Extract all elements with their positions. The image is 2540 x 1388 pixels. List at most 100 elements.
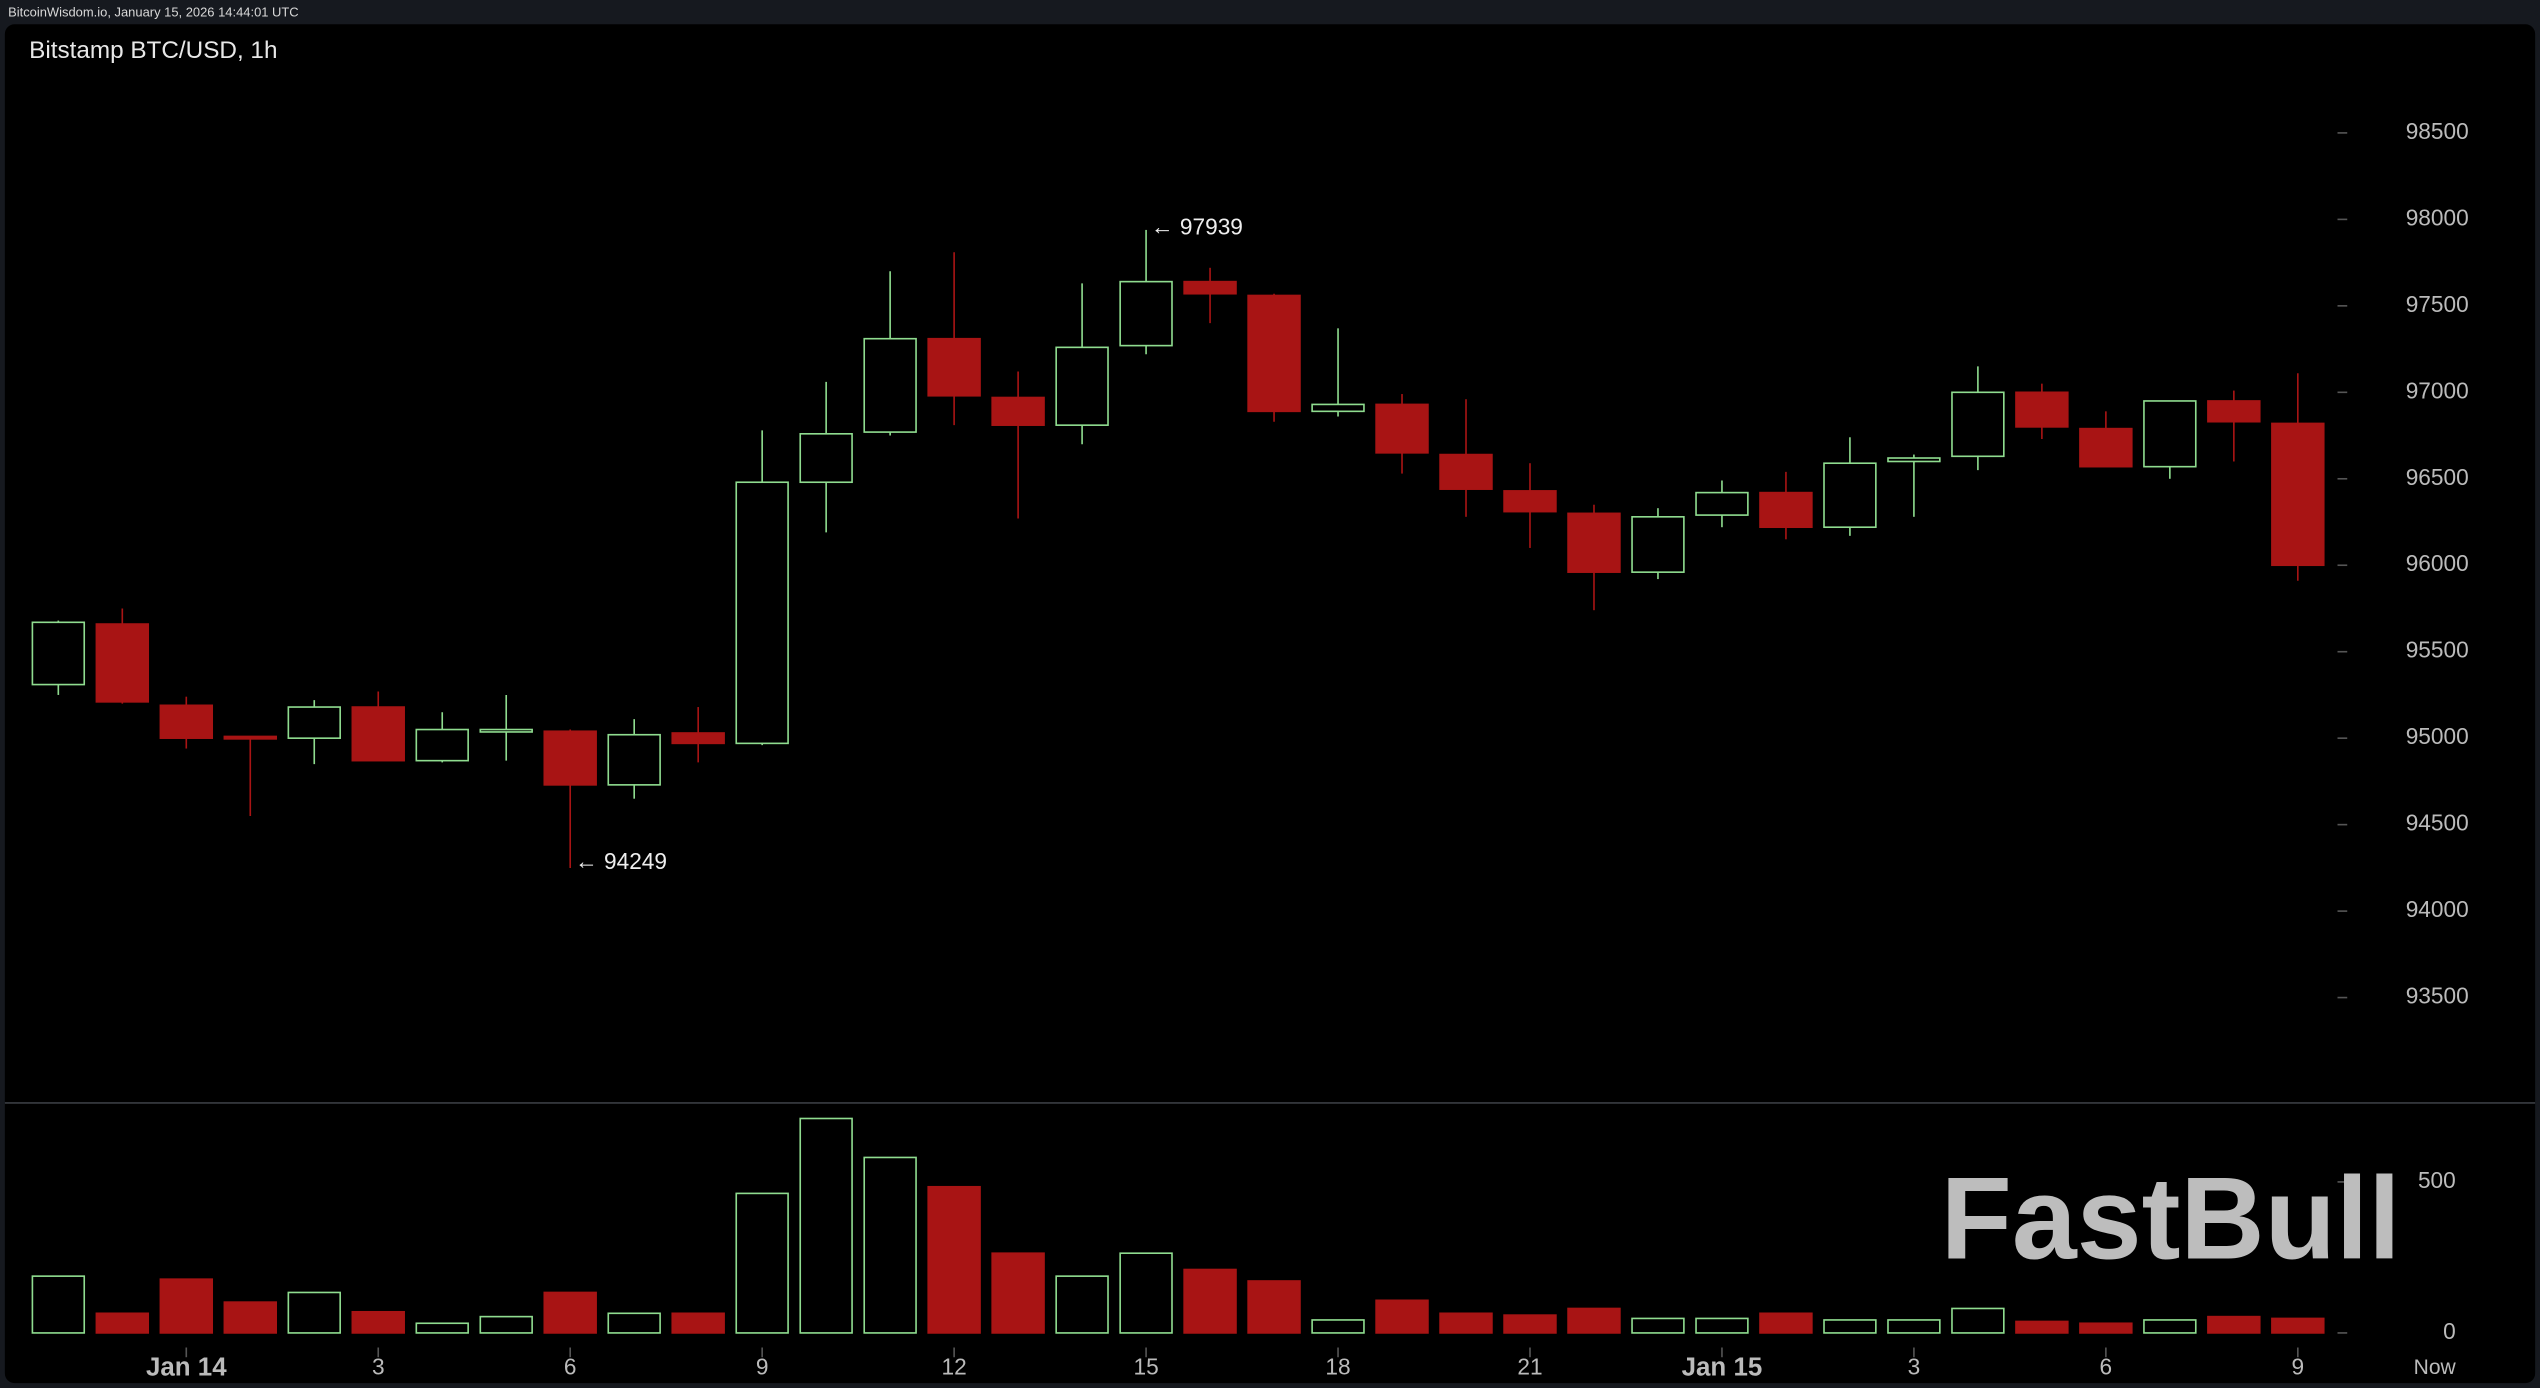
volume-bar bbox=[1183, 1268, 1237, 1334]
candle-body bbox=[799, 433, 853, 484]
watermark: FastBull bbox=[1941, 1152, 2401, 1283]
y-tick-label: 96000 bbox=[2406, 550, 2469, 576]
candle-body bbox=[927, 337, 981, 397]
volume-bar bbox=[1695, 1317, 1749, 1334]
volume-bar bbox=[1247, 1280, 1301, 1334]
chart-area bbox=[4, 24, 2536, 1384]
y-tick-label: 98000 bbox=[2406, 204, 2469, 230]
candle-body bbox=[1247, 294, 1301, 413]
volume-bar bbox=[159, 1278, 214, 1334]
x-tick-label: Jan 15 bbox=[1682, 1353, 1763, 1381]
candle-body bbox=[1759, 491, 1813, 529]
volume-bar bbox=[1055, 1275, 1109, 1334]
now-label: Now bbox=[2414, 1356, 2457, 1379]
volume-bar bbox=[1887, 1319, 1941, 1334]
candle-body bbox=[543, 730, 597, 786]
candle-body bbox=[1311, 403, 1365, 413]
candle-body bbox=[1503, 490, 1557, 513]
volume-bar bbox=[863, 1156, 917, 1334]
volume-bar bbox=[1567, 1307, 1621, 1334]
x-tick-label: 3 bbox=[372, 1354, 385, 1380]
candle-body bbox=[1119, 280, 1173, 347]
volume-bar bbox=[927, 1185, 981, 1334]
volume-bar bbox=[95, 1312, 150, 1334]
y-tick-label: 94500 bbox=[2406, 810, 2469, 836]
volume-bar bbox=[415, 1322, 469, 1334]
volume-bar bbox=[479, 1315, 533, 1334]
candle-body bbox=[2271, 422, 2325, 567]
candle-body bbox=[1823, 462, 1877, 529]
y-tick-label: 98500 bbox=[2406, 118, 2469, 144]
candle-body bbox=[159, 704, 214, 739]
volume-bar bbox=[351, 1310, 405, 1334]
volume-bar bbox=[991, 1252, 1045, 1334]
y-tick-label: 97500 bbox=[2406, 291, 2469, 317]
candle-body bbox=[351, 706, 405, 762]
volume-bar bbox=[799, 1117, 853, 1334]
x-tick-label: 9 bbox=[2292, 1354, 2305, 1380]
candle-body bbox=[1183, 280, 1237, 295]
y-tick-label: 93500 bbox=[2406, 983, 2469, 1009]
volume-bar bbox=[2143, 1319, 2197, 1334]
y-tick-label: 500 bbox=[2418, 1167, 2456, 1193]
candle-body bbox=[735, 481, 789, 745]
volume-bar bbox=[1951, 1307, 2005, 1334]
volume-bar bbox=[1503, 1314, 1557, 1334]
candle-body bbox=[2015, 391, 2069, 428]
candle-body bbox=[1055, 346, 1109, 426]
candle-body bbox=[1631, 516, 1685, 573]
candle-body bbox=[863, 337, 917, 433]
candle-body bbox=[1887, 457, 1941, 463]
volume-bar bbox=[607, 1312, 661, 1334]
header-text: BitcoinWisdom.io, January 15, 2026 14:44… bbox=[8, 4, 299, 19]
volume-bar bbox=[2207, 1315, 2261, 1334]
candle-body bbox=[1695, 491, 1749, 516]
candle-body bbox=[2079, 427, 2133, 468]
volume-bar bbox=[1439, 1312, 1493, 1334]
x-tick-label: 3 bbox=[1908, 1354, 1921, 1380]
y-tick-label: 94000 bbox=[2406, 896, 2469, 922]
volume-bar bbox=[2079, 1322, 2133, 1334]
candle-body bbox=[671, 732, 725, 745]
candle-body bbox=[287, 706, 341, 739]
volume-bar bbox=[735, 1192, 789, 1334]
volume-bar bbox=[223, 1301, 278, 1334]
candle-body bbox=[415, 728, 469, 762]
x-tick-label: 12 bbox=[942, 1354, 967, 1380]
volume-bar bbox=[671, 1312, 725, 1334]
candle-body bbox=[1567, 512, 1621, 573]
chart-title: Bitstamp BTC/USD, 1h bbox=[29, 37, 277, 64]
volume-bar bbox=[1823, 1319, 1877, 1334]
candle-body bbox=[95, 623, 150, 703]
volume-bar bbox=[1375, 1299, 1429, 1334]
volume-bar bbox=[2271, 1317, 2325, 1334]
y-tick-label: 96500 bbox=[2406, 464, 2469, 490]
max-annotation: ← 97939 bbox=[1151, 213, 1243, 239]
x-tick-label: 6 bbox=[564, 1354, 577, 1380]
y-tick-label: 95500 bbox=[2406, 637, 2469, 663]
candle-body bbox=[607, 733, 661, 786]
candle-body bbox=[223, 735, 278, 740]
volume-bar bbox=[1631, 1317, 1685, 1334]
volume-bar bbox=[287, 1291, 341, 1334]
volume-bar bbox=[543, 1291, 597, 1334]
x-tick-label: 15 bbox=[1133, 1354, 1158, 1380]
candle-body bbox=[1375, 403, 1429, 454]
volume-bar bbox=[1311, 1319, 1365, 1334]
candle-body bbox=[2207, 400, 2261, 423]
volume-bar bbox=[2015, 1320, 2069, 1334]
x-tick-label: 21 bbox=[1517, 1354, 1542, 1380]
candle-body bbox=[1439, 453, 1493, 490]
candle-body bbox=[991, 396, 1045, 426]
candle-body bbox=[1951, 391, 2005, 458]
volume-bar bbox=[31, 1275, 86, 1334]
x-tick-label: 6 bbox=[2100, 1354, 2113, 1380]
x-tick-label: 18 bbox=[1325, 1354, 1350, 1380]
candle-body bbox=[2143, 400, 2197, 468]
y-tick-label: 95000 bbox=[2406, 723, 2469, 749]
candle-body bbox=[479, 728, 533, 733]
x-tick-label: Jan 14 bbox=[146, 1353, 227, 1381]
y-tick-label: 0 bbox=[2443, 1318, 2456, 1344]
